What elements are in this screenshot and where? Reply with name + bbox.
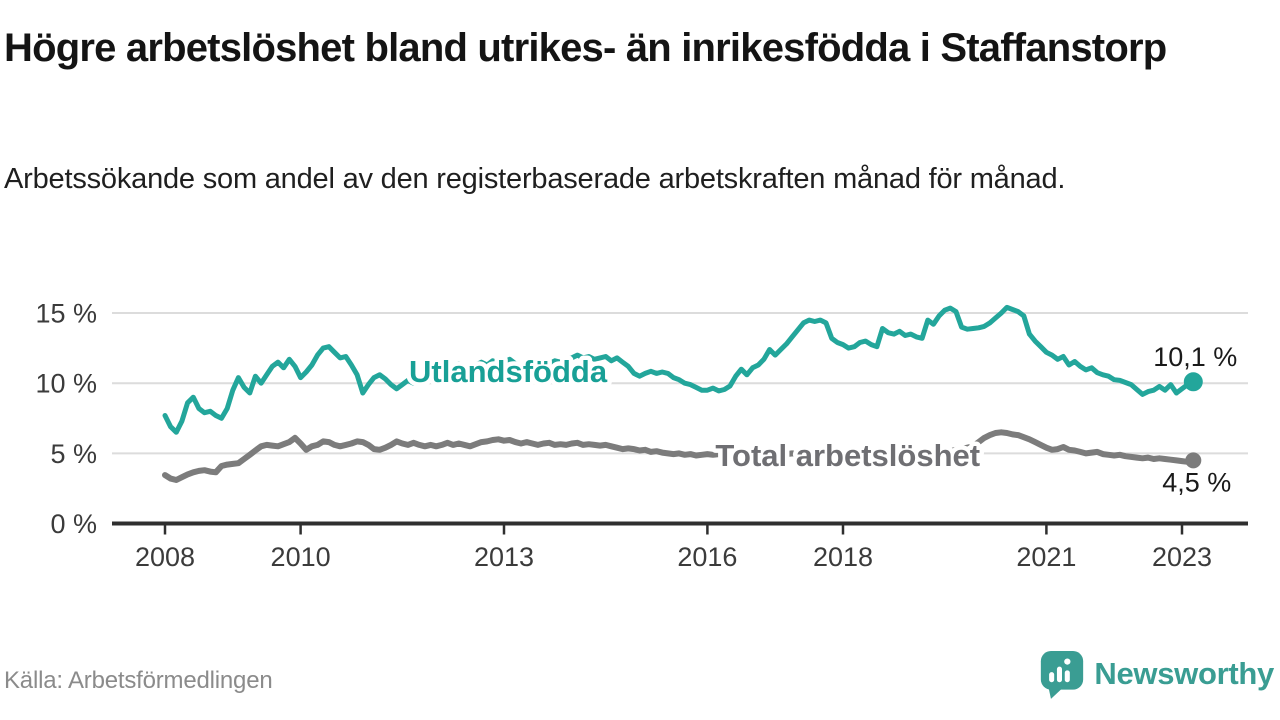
x-axis-tick-label: 2021 [1016, 542, 1076, 572]
series-end-dot [1183, 372, 1203, 392]
newsworthy-logo: Newsworthy [1039, 648, 1274, 700]
series-end-dot [1185, 452, 1202, 469]
page-title: Högre arbetslöshet bland utrikes- än inr… [4, 26, 1167, 70]
x-axis-tick-label: 2016 [677, 542, 737, 572]
x-axis-tick-label: 2010 [271, 542, 331, 572]
series-line-utlandsfodda [162, 304, 1196, 435]
newsworthy-speech-bubble-bar-chart-icon [1041, 651, 1084, 699]
brand-name: Newsworthy [1094, 656, 1274, 691]
series-inline-label: Total arbetslöshet [715, 438, 980, 473]
x-axis-tick-label: 2023 [1152, 542, 1212, 572]
series-inline-label: Utlandsfödda [409, 354, 608, 389]
series-line-total [162, 429, 1197, 483]
chart-subtitle: Arbetssökande som andel av den registerb… [4, 163, 1066, 195]
series-end-value-label: 4,5 % [1162, 467, 1231, 497]
y-axis-tick-label: 0 % [50, 509, 97, 539]
y-axis-tick-label: 10 % [35, 369, 97, 399]
source-note: Källa: Arbetsförmedlingen [4, 667, 273, 694]
y-axis-tick-label: 5 % [50, 439, 97, 469]
series-end-value-label: 10,1 % [1153, 342, 1237, 372]
x-axis-tick-label: 2018 [813, 542, 873, 572]
x-axis-tick-label: 2013 [474, 542, 534, 572]
x-axis-tick-label: 2008 [135, 542, 195, 572]
y-axis-tick-label: 15 % [35, 299, 97, 329]
